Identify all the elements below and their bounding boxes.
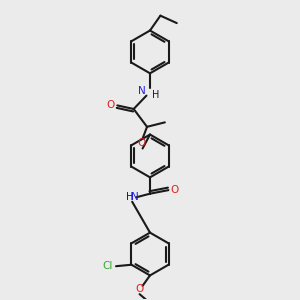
Text: O: O (171, 185, 179, 195)
Text: H: H (125, 192, 133, 202)
Text: N: N (131, 192, 139, 202)
Text: N: N (138, 86, 146, 96)
Text: O: O (138, 138, 146, 148)
Text: Cl: Cl (102, 261, 112, 271)
Text: O: O (106, 100, 115, 110)
Text: O: O (135, 284, 143, 294)
Text: H: H (152, 90, 159, 100)
